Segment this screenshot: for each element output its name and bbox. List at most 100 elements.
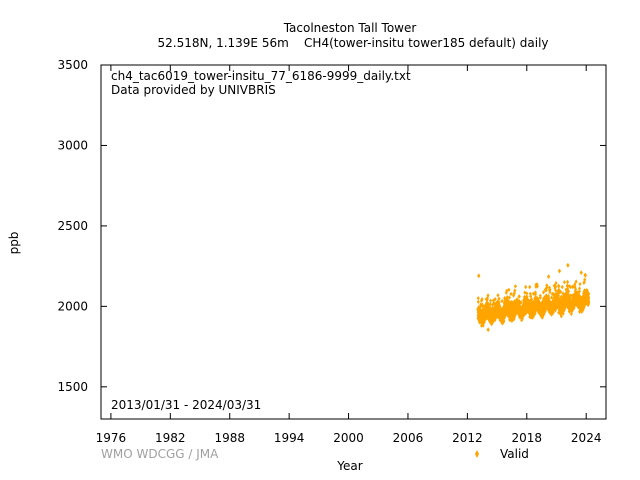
data-point bbox=[519, 300, 523, 305]
data-point bbox=[564, 287, 568, 292]
data-point bbox=[486, 300, 490, 305]
data-point bbox=[528, 299, 532, 305]
data-point bbox=[554, 280, 558, 286]
data-point bbox=[571, 284, 575, 289]
data-point bbox=[545, 285, 549, 290]
data-point bbox=[578, 281, 582, 287]
x-tick-label: 2024 bbox=[571, 431, 602, 445]
data-point bbox=[476, 299, 480, 304]
data-point bbox=[554, 288, 558, 293]
data-point bbox=[569, 284, 573, 290]
x-axis-ticks: 1976 1982 1988 1994 2000 2006 2012 2018 2024 bbox=[96, 65, 602, 445]
y-axis-ticks: 1500 2000 2500 3000 3500 bbox=[57, 58, 606, 394]
data-point bbox=[548, 298, 552, 304]
data-point bbox=[559, 314, 563, 319]
data-point bbox=[480, 309, 484, 314]
data-point bbox=[556, 293, 560, 298]
data-point bbox=[498, 303, 502, 309]
data-point bbox=[517, 294, 521, 299]
data-point bbox=[569, 311, 573, 317]
data-point bbox=[507, 287, 511, 292]
data-point bbox=[533, 311, 537, 316]
data-point bbox=[541, 290, 545, 295]
data-point bbox=[565, 283, 569, 288]
data-point bbox=[528, 284, 532, 290]
data-point bbox=[488, 301, 492, 307]
data-point bbox=[544, 288, 548, 293]
data-point bbox=[531, 314, 535, 320]
data-point bbox=[507, 295, 511, 300]
provider-label: Data provided by UNIVBRIS bbox=[111, 83, 276, 97]
data-point bbox=[561, 311, 565, 316]
chart-title: Tacolneston Tall Tower bbox=[283, 21, 417, 35]
data-point-peak bbox=[557, 268, 562, 274]
y-tick-label: 3000 bbox=[57, 138, 88, 152]
data-point bbox=[508, 300, 512, 305]
y-tick-label: 1500 bbox=[57, 380, 88, 394]
y-tick-label: 2000 bbox=[57, 299, 88, 313]
data-point bbox=[572, 305, 576, 311]
data-point bbox=[497, 296, 501, 301]
data-point bbox=[486, 293, 490, 298]
data-point bbox=[476, 296, 480, 301]
data-point bbox=[497, 300, 501, 305]
data-point bbox=[580, 309, 584, 314]
data-point bbox=[583, 277, 587, 282]
data-point bbox=[567, 289, 571, 294]
data-point bbox=[587, 292, 591, 297]
data-point bbox=[490, 302, 494, 308]
data-point bbox=[542, 312, 546, 317]
legend-marker-valid bbox=[475, 450, 479, 458]
date-range-label: 2013/01/31 - 2024/03/31 bbox=[111, 398, 261, 412]
data-point-peak bbox=[566, 262, 570, 268]
data-point-peak bbox=[477, 273, 481, 279]
data-point bbox=[569, 293, 573, 298]
data-points bbox=[476, 262, 591, 333]
data-point bbox=[554, 284, 558, 290]
data-point bbox=[560, 284, 564, 290]
data-point-peak bbox=[546, 274, 551, 279]
chart-subtitle: 52.518N, 1.139E 56m CH4(tower-insitu tow… bbox=[157, 36, 548, 50]
data-point-peak bbox=[579, 270, 583, 275]
data-point bbox=[578, 286, 581, 291]
watermark: WMO WDCGG / JMA bbox=[101, 447, 219, 461]
data-point bbox=[503, 313, 507, 319]
data-point bbox=[508, 317, 512, 322]
data-point bbox=[562, 307, 566, 313]
data-point bbox=[525, 294, 529, 300]
data-point bbox=[502, 318, 506, 323]
data-point bbox=[496, 293, 500, 298]
data-point bbox=[513, 288, 517, 293]
data-point bbox=[574, 279, 578, 284]
data-point bbox=[557, 284, 561, 289]
data-point bbox=[505, 288, 509, 294]
x-tick-label: 2006 bbox=[393, 431, 424, 445]
data-point bbox=[573, 289, 577, 294]
data-point bbox=[496, 299, 500, 304]
data-point bbox=[538, 295, 542, 300]
x-tick-label: 1982 bbox=[155, 431, 186, 445]
data-point bbox=[509, 291, 513, 297]
data-point bbox=[566, 279, 570, 285]
x-axis-label: Year bbox=[336, 459, 362, 473]
data-point bbox=[513, 284, 517, 289]
y-tick-label: 3500 bbox=[57, 58, 88, 72]
data-point bbox=[493, 297, 497, 302]
data-point bbox=[492, 298, 496, 303]
data-point-peak bbox=[583, 272, 587, 278]
data-point bbox=[557, 288, 561, 293]
data-point bbox=[480, 297, 484, 302]
data-point bbox=[567, 309, 571, 314]
data-point bbox=[557, 310, 561, 315]
data-point bbox=[567, 293, 571, 298]
data-point bbox=[559, 289, 563, 295]
data-point bbox=[574, 287, 578, 292]
data-point bbox=[550, 295, 554, 300]
data-point bbox=[530, 297, 534, 302]
data-point bbox=[512, 290, 516, 296]
x-tick-label: 1988 bbox=[214, 431, 245, 445]
data-point bbox=[587, 295, 591, 300]
data-point bbox=[479, 302, 483, 307]
legend-label-valid: Valid bbox=[500, 447, 529, 461]
